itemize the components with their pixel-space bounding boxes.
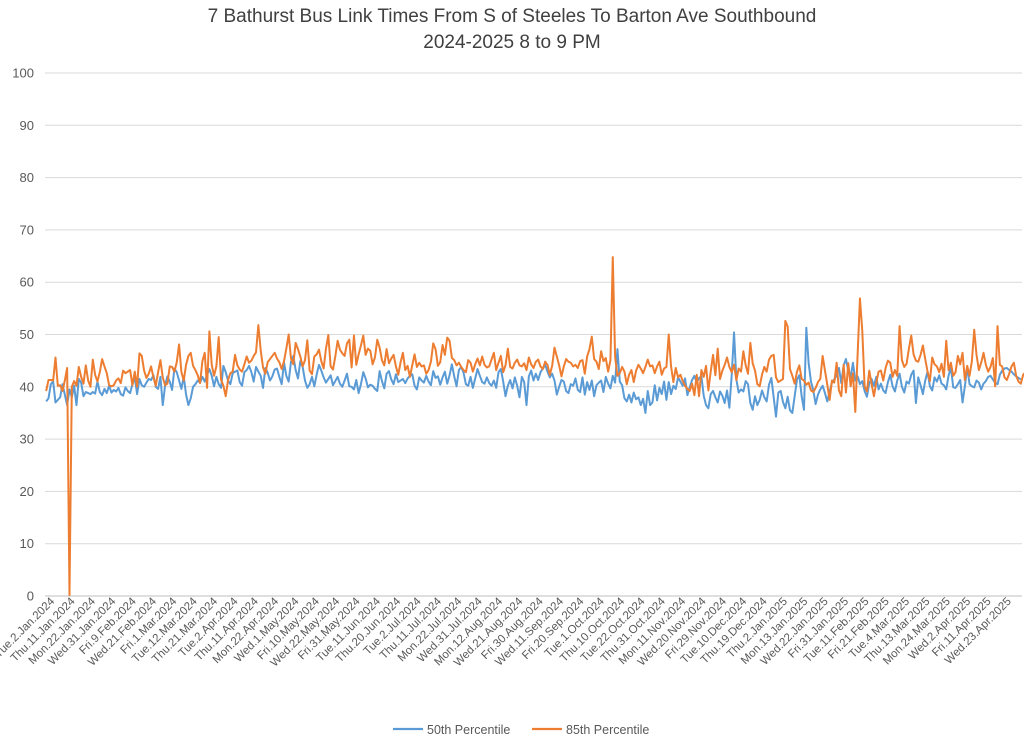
y-tick-label: 60: [20, 275, 34, 290]
legend-label-85th: 85th Percentile: [566, 723, 649, 737]
y-tick-label: 0: [27, 589, 34, 604]
y-axis-ticks: 0 10 20 30 40 50 60 70 80 90 100: [12, 66, 34, 604]
legend-label-50th: 50th Percentile: [427, 723, 510, 737]
chart-title: 7 Bathurst Bus Link Times From S of Stee…: [207, 6, 817, 27]
x-axis-ticks: Tue.2.Jan.2024Thu.11.Jan.2024Mon.22.Jan.…: [0, 595, 1014, 669]
y-tick-label: 10: [20, 536, 34, 551]
y-tick-label: 70: [20, 222, 34, 237]
series-lines: [45, 256, 1024, 596]
y-tick-label: 80: [20, 170, 34, 185]
y-tick-label: 50: [20, 327, 34, 342]
y-tick-label: 40: [20, 379, 34, 394]
series-line-85th-percentile: [45, 256, 1024, 596]
chart-subtitle: 2024-2025 8 to 9 PM: [423, 32, 601, 53]
y-tick-label: 90: [20, 118, 34, 133]
y-tick-label: 30: [20, 432, 34, 447]
y-tick-label: 20: [20, 484, 34, 499]
gridlines: [45, 72, 1022, 597]
legend: 50th Percentile 85th Percentile: [393, 723, 649, 737]
y-tick-label: 100: [12, 66, 34, 81]
series-line-50th-percentile: [45, 326, 1022, 418]
